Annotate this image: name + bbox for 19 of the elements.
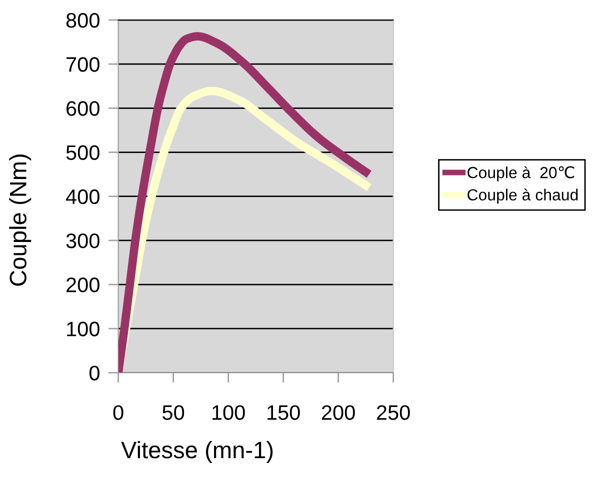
- x-tick-label: 250: [376, 405, 410, 420]
- x-axis-title: Vitesse (mn-1): [121, 441, 273, 464]
- y-tick-label: 700: [66, 57, 100, 72]
- y-tick-label: 200: [66, 278, 100, 292]
- y-axis-title: Couple (Nm): [9, 154, 32, 286]
- legend-label: Couple à 20℃: [468, 166, 574, 182]
- x-tick-label: 100: [212, 405, 245, 420]
- x-tick-label: 200: [322, 405, 355, 420]
- x-tick-label: 50: [162, 405, 184, 420]
- x-tick-label: 0: [113, 405, 124, 420]
- y-tick-label: 500: [66, 145, 100, 160]
- y-tick-label: 0: [89, 366, 100, 380]
- y-tick-label: 100: [67, 322, 100, 336]
- x-tick-label: 150: [268, 405, 300, 420]
- y-tick-label: 600: [66, 101, 100, 116]
- y-tick-label: 300: [66, 233, 100, 248]
- y-tick-label: 400: [66, 189, 100, 204]
- legend-label: Couple à chaud: [468, 188, 578, 204]
- y-tick-label: 800: [66, 13, 100, 28]
